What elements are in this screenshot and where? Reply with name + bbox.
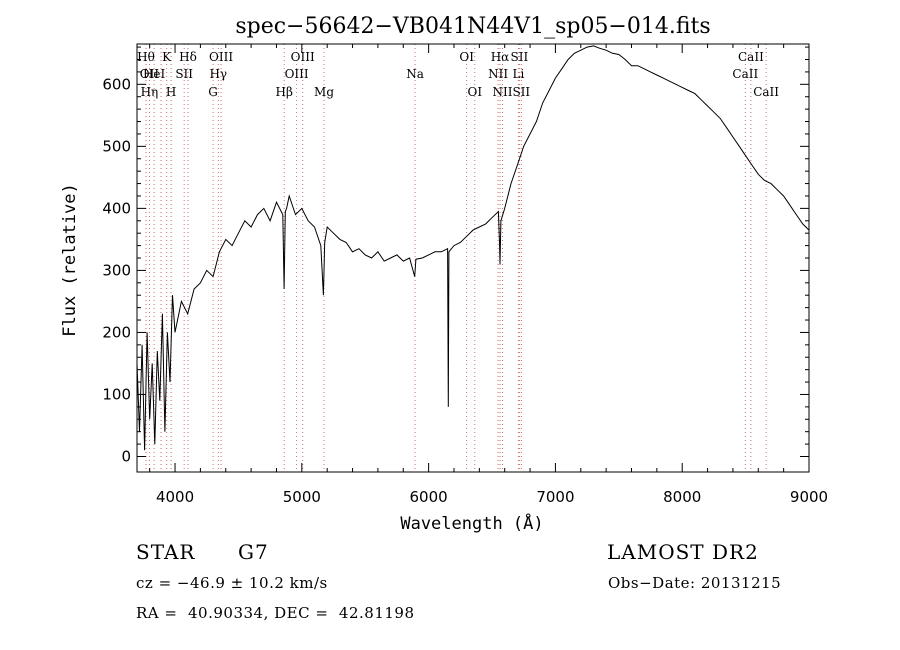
y-tick-label: 400 <box>102 199 131 217</box>
line-marker-label: K <box>162 50 172 64</box>
y-tick-label: 100 <box>102 385 131 403</box>
x-axis-label: Wavelength (Å) <box>400 512 543 534</box>
line-marker-label: SII <box>511 50 529 64</box>
line-marker-labels: Hθ OII Hη HeI K H SII Hδ G Hγ OIII Hβ OIII OIII Mg Na OI… <box>137 50 779 99</box>
x-tick-label: 5000 <box>283 488 321 506</box>
chart-title: spec−56642−VB041N44V1_sp05−014.fits <box>235 14 710 39</box>
line-marker-label: Na <box>406 67 424 81</box>
y-axis-label: Flux (relative) <box>60 183 80 337</box>
x-tick-label: 4000 <box>156 488 194 506</box>
x-tick-label: 7000 <box>536 488 574 506</box>
line-marker-label: SII <box>512 85 530 99</box>
line-marker-label: CaII <box>732 67 758 81</box>
line-markers <box>145 44 767 472</box>
y-tick-label: 200 <box>102 323 131 341</box>
y-axis-ticks: 0 100 200 300 400 500 600 <box>102 46 809 465</box>
y-tick-label: 300 <box>102 261 131 279</box>
line-marker-label: Li <box>512 67 524 81</box>
y-tick-label: 600 <box>102 75 131 93</box>
line-marker-label: OII <box>140 67 160 81</box>
plot-frame <box>136 43 810 473</box>
line-marker-label: OIII <box>209 50 233 64</box>
observation-date: Obs−Date: 20131215 <box>608 574 782 592</box>
line-marker-label: HeI <box>143 67 166 81</box>
line-marker-label: OI <box>459 50 474 64</box>
line-marker-label: CaII <box>738 50 764 64</box>
line-marker-label: Hη <box>141 85 159 99</box>
object-class: STAR <box>136 540 196 564</box>
line-marker-label: H <box>166 85 176 99</box>
line-marker-label: G <box>208 85 218 99</box>
x-axis-ticks: 4000 5000 6000 7000 8000 9000 <box>149 44 828 506</box>
line-marker-label: Hγ <box>209 67 227 81</box>
line-marker-label: CaII <box>753 85 779 99</box>
redshift-velocity: cz = −46.9 ± 10.2 km/s <box>136 574 328 592</box>
x-tick-label: 8000 <box>663 488 701 506</box>
line-marker-label: Hβ <box>276 85 293 99</box>
line-marker-label: NII <box>488 67 508 81</box>
line-marker-label: OI <box>467 85 482 99</box>
line-marker-label: SII <box>175 67 193 81</box>
y-tick-label: 0 <box>121 447 131 465</box>
y-tick-label: 500 <box>102 137 131 155</box>
line-marker-label: Hθ <box>137 50 155 64</box>
spectrum-line <box>136 45 810 451</box>
line-marker-label: Hδ <box>179 50 197 64</box>
line-marker-label: OIII <box>285 67 309 81</box>
object-subclass: G7 <box>238 540 269 564</box>
line-marker-label: OIII <box>291 50 315 64</box>
line-marker-label: NII <box>493 85 513 99</box>
x-tick-label: 9000 <box>790 488 828 506</box>
line-marker-label: Mg <box>314 85 334 99</box>
survey-name: LAMOST DR2 <box>607 540 759 564</box>
coordinates: RA = 40.90334, DEC = 42.81198 <box>136 604 415 622</box>
line-marker-label: Hα <box>491 50 510 64</box>
x-tick-label: 6000 <box>410 488 448 506</box>
